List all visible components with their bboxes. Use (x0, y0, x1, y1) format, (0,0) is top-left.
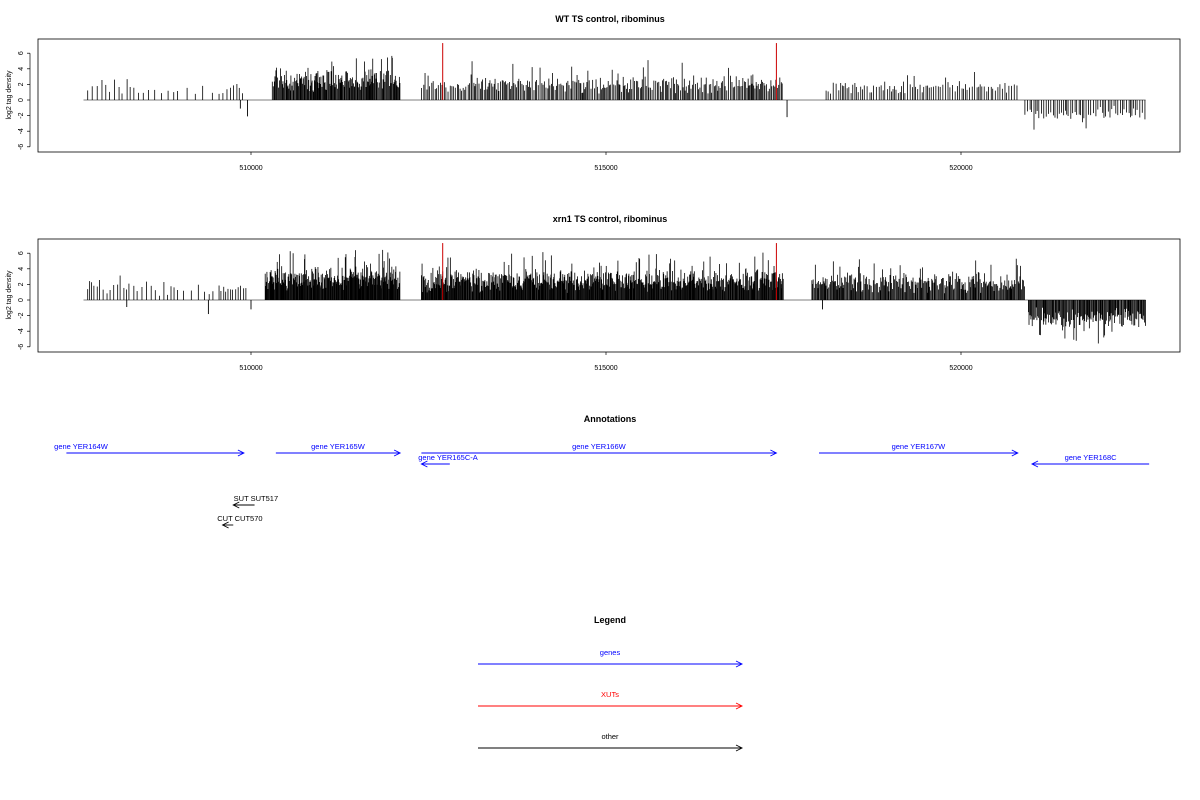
legend-arrow-head (735, 744, 744, 752)
xrn1-y-tick-label: -2 (18, 312, 25, 318)
annotation-label: gene YER167W (892, 442, 947, 451)
annotation-arrow-head (420, 460, 428, 468)
xrn1-y-tick-label: -4 (18, 328, 25, 334)
wt-y-tick-label: -2 (18, 112, 25, 118)
wt-x-tick-label: 510000 (239, 165, 262, 172)
xrn1-x-tick-label: 520000 (949, 365, 972, 372)
wt-y-tick-label: 4 (18, 67, 25, 71)
xrn1-y-axis: -6 -4 -2 0 2 4 6 (18, 251, 31, 350)
wt-y-tick-label: -6 (18, 144, 25, 150)
xrn1-y-tick-label: 2 (18, 282, 25, 286)
annotation-label: gene YER165W (311, 442, 366, 451)
wt-density-bars (83, 43, 1146, 130)
legend: Legend genes XUTs other (478, 615, 744, 752)
legend-arrow-head (735, 702, 744, 710)
wt-y-tick-label: 0 (18, 98, 25, 102)
annotation-label: gene YER165C-A (418, 453, 477, 462)
annotation-arrow-head (1011, 449, 1019, 457)
xrn1-density-bars (83, 243, 1146, 344)
annotation-arrow-head (1030, 460, 1039, 468)
xrn1-y-tick-label: 6 (18, 251, 25, 255)
wt-y-tick-label: 2 (18, 82, 25, 86)
annotation-label: SUT SUT517 (234, 494, 278, 503)
annotation-label: gene YER164W (54, 442, 109, 451)
wt-y-tick-label: -4 (18, 128, 25, 134)
xrn1-x-tick-label: 510000 (239, 365, 262, 372)
legend-label: XUTs (601, 690, 619, 699)
xrn1-plot-frame (37, 238, 1181, 353)
wt-x-tick-label: 520000 (949, 165, 972, 172)
wt-y-axis: -6 -4 -2 0 2 4 6 (18, 51, 31, 150)
annotations-title: Annotations (584, 414, 637, 424)
xrn1-y-axis-label: log2 tag density (6, 270, 13, 320)
annotation-arrow-head (232, 501, 240, 509)
annotation-arrow-head (393, 449, 402, 457)
xrn1-x-tick-label: 515000 (594, 365, 617, 372)
xrn1-y-tick-label: 0 (18, 298, 25, 302)
legend-label: genes (600, 648, 621, 657)
annotation-label: CUT CUT570 (217, 514, 262, 523)
xrn1-panel-title: xrn1 TS control, ribominus (553, 214, 668, 224)
wt-y-axis-label: log2 tag density (6, 70, 13, 120)
xrn1-x-axis: 510000 515000 520000 (239, 352, 973, 372)
wt-plot-frame (37, 38, 1181, 153)
legend-title: Legend (594, 615, 626, 625)
wt-x-axis: 510000 515000 520000 (239, 152, 973, 172)
wt-y-tick-label: 6 (18, 51, 25, 55)
legend-arrow-head (735, 660, 744, 668)
legend-items: genes XUTs other (478, 648, 744, 752)
annotation-arrow-head (237, 449, 245, 457)
annotation-arrow-head (770, 449, 778, 457)
annotation-label: gene YER168C (1065, 453, 1118, 462)
xrn1-y-tick-label: -6 (18, 344, 25, 350)
annotations-track: Annotations gene YER164W gene YER165Wgene… (54, 414, 1150, 529)
annotation-items: gene YER164W gene YER165W gene YER165C-A ge… (54, 442, 1150, 529)
xrn1-density-panel: xrn1 TS control, ribominus log2 tag dens… (6, 214, 1181, 372)
wt-density-panel: WT TS control, ribominus log2 tag densit… (6, 14, 1181, 172)
wt-x-tick-label: 515000 (594, 165, 617, 172)
annotation-arrow-head (221, 521, 229, 529)
xrn1-y-tick-label: 4 (18, 267, 25, 271)
legend-label: other (601, 732, 619, 741)
wt-panel-title: WT TS control, ribominus (555, 14, 665, 24)
annotation-label: gene YER166W (572, 442, 627, 451)
